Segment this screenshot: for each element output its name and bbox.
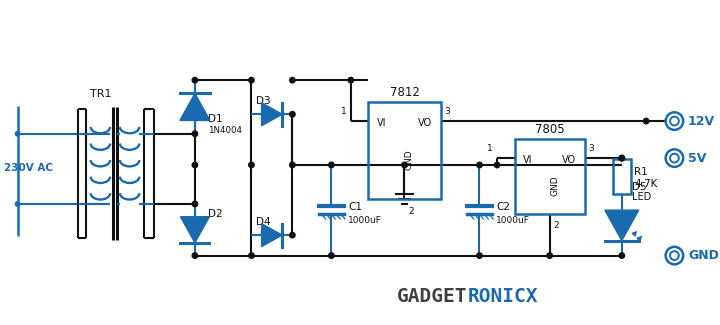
- Circle shape: [289, 111, 295, 117]
- Text: LED: LED: [631, 192, 651, 202]
- Circle shape: [477, 253, 482, 258]
- Text: C2: C2: [496, 202, 510, 212]
- Circle shape: [248, 77, 254, 83]
- Text: VO: VO: [562, 155, 576, 165]
- Text: TR1: TR1: [89, 89, 111, 99]
- Text: VI: VI: [377, 118, 387, 128]
- Text: 1: 1: [341, 107, 347, 116]
- Text: RONICX: RONICX: [468, 287, 539, 306]
- Bar: [515, 139, 585, 214]
- Circle shape: [348, 77, 354, 83]
- Text: VI: VI: [523, 155, 533, 165]
- Text: D3: D3: [256, 96, 271, 106]
- Circle shape: [328, 162, 334, 168]
- Text: D1: D1: [207, 114, 222, 124]
- Text: 1000uF: 1000uF: [496, 215, 530, 225]
- Text: 7805: 7805: [535, 124, 564, 136]
- Circle shape: [547, 253, 552, 258]
- Circle shape: [289, 77, 295, 83]
- Text: D4: D4: [256, 217, 271, 227]
- Polygon shape: [261, 103, 282, 126]
- Text: GADGET: GADGET: [397, 287, 468, 306]
- Circle shape: [192, 162, 198, 168]
- Text: 2: 2: [554, 221, 559, 230]
- Text: 12V: 12V: [688, 115, 715, 128]
- Text: R1: R1: [634, 167, 648, 177]
- Text: VO: VO: [418, 118, 432, 128]
- Polygon shape: [181, 217, 210, 243]
- Circle shape: [619, 253, 624, 258]
- Text: 230V AC: 230V AC: [4, 163, 53, 173]
- Circle shape: [289, 162, 295, 168]
- Text: D5: D5: [631, 182, 646, 192]
- Circle shape: [619, 155, 624, 161]
- Polygon shape: [605, 210, 639, 240]
- Text: 4.7K: 4.7K: [634, 179, 658, 189]
- Circle shape: [402, 162, 408, 168]
- Circle shape: [192, 201, 198, 207]
- Circle shape: [15, 202, 19, 206]
- Text: 1000uF: 1000uF: [348, 215, 382, 225]
- Circle shape: [619, 155, 624, 161]
- Text: 1N4004: 1N4004: [207, 126, 242, 135]
- Circle shape: [192, 131, 198, 136]
- Bar: [369, 102, 441, 199]
- Circle shape: [477, 162, 482, 168]
- Text: 7812: 7812: [390, 86, 419, 99]
- Text: C1: C1: [348, 202, 362, 212]
- Text: 3: 3: [444, 107, 450, 116]
- Text: GND: GND: [688, 249, 719, 262]
- Circle shape: [248, 253, 254, 258]
- Circle shape: [192, 253, 198, 258]
- Text: GND: GND: [550, 176, 559, 196]
- Polygon shape: [261, 224, 282, 247]
- Circle shape: [289, 232, 295, 238]
- Circle shape: [248, 162, 254, 168]
- Polygon shape: [180, 94, 210, 121]
- Text: 3: 3: [589, 144, 595, 153]
- Circle shape: [644, 118, 649, 124]
- Circle shape: [15, 132, 19, 136]
- Circle shape: [328, 253, 334, 258]
- Text: 5V: 5V: [688, 152, 706, 165]
- Text: 2: 2: [408, 207, 414, 216]
- Text: GND: GND: [405, 150, 414, 170]
- Circle shape: [495, 162, 500, 168]
- Bar: [613, 159, 631, 194]
- Circle shape: [192, 77, 198, 83]
- Text: D2: D2: [207, 209, 222, 219]
- Text: 1: 1: [487, 144, 493, 153]
